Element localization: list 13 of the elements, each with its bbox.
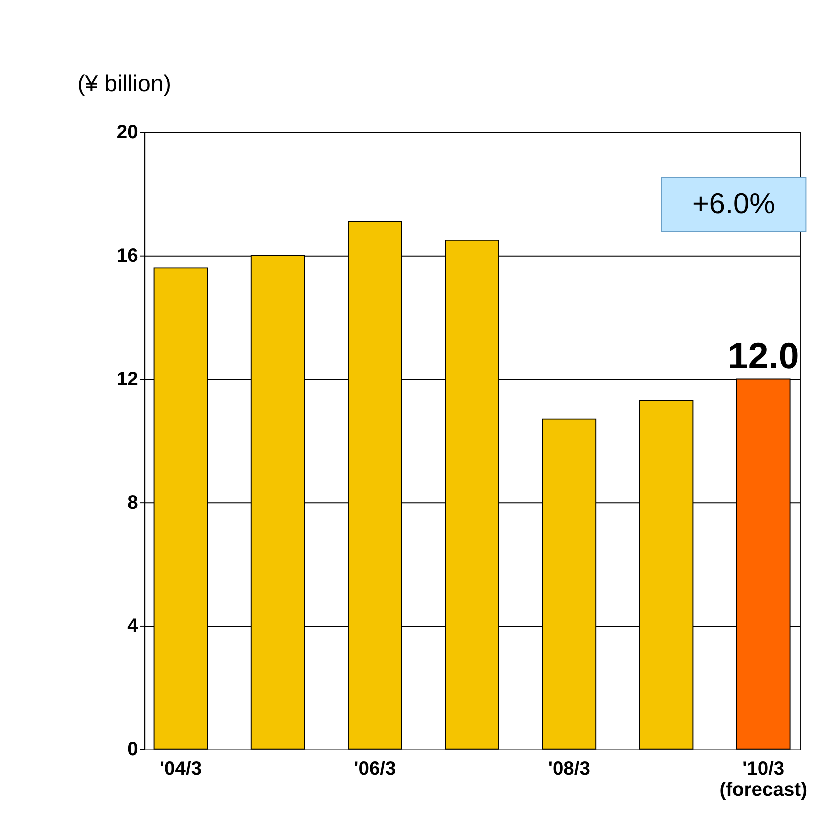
x-tick-label: '10/3 (forecast) [720,758,808,802]
y-axis-title: (¥ billion) [78,70,172,97]
y-tick-label: 0 [128,740,138,761]
y-tick-label: 12 [116,369,138,390]
y-tick-label: 4 [128,616,139,638]
x-tick-label: '08/3 [548,758,591,780]
data-label: 12.0 [728,336,800,377]
y-tick-label: 8 [128,492,139,514]
y-tick-label: 16 [116,246,139,268]
y-tick-label: 20 [116,122,138,144]
x-tick-label: '06/3 [354,758,397,780]
x-tick-label: '04/3 [160,758,202,780]
annotation: +6.0% [692,188,776,220]
